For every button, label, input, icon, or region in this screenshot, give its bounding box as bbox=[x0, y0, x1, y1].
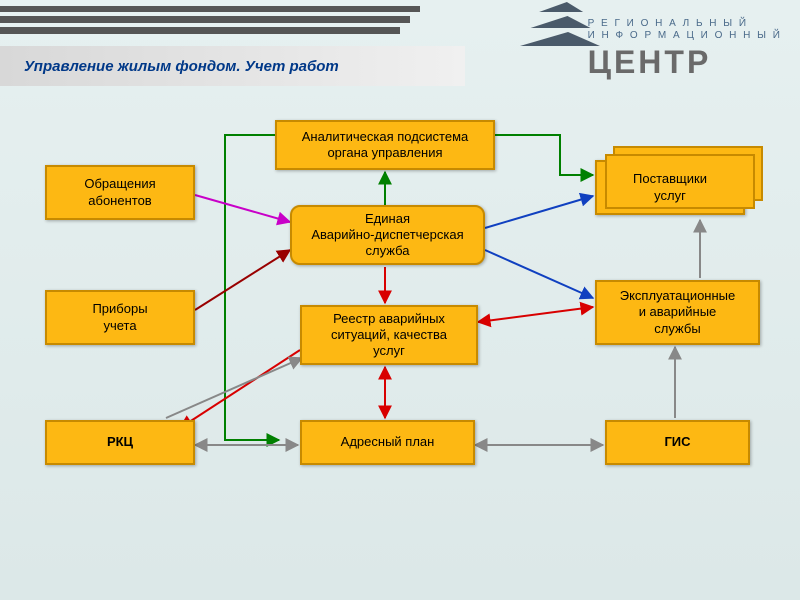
edge-meters-dispatch bbox=[195, 250, 290, 310]
node-providers: Поставщикиуслуг bbox=[595, 160, 745, 215]
edge-appeals-dispatch bbox=[195, 195, 290, 222]
edge-registry-ops bbox=[478, 307, 593, 322]
brand-tagline-1: Р Е Г И О Н А Л Ь Н Ы Й bbox=[588, 18, 782, 30]
node-dispatch: ЕдинаяАварийно-диспетчерскаяслужба bbox=[290, 205, 485, 265]
title-text: Управление жилым фондом. Учет работ bbox=[24, 58, 339, 75]
node-ops: Эксплуатационныеи аварийныеслужбы bbox=[595, 280, 760, 345]
header: Управление жилым фондом. Учет работ Р Е … bbox=[0, 0, 800, 110]
node-label: Аналитическая подсистемаоргана управлени… bbox=[302, 129, 469, 162]
brand-name: ЦЕНТР bbox=[588, 44, 782, 81]
header-stripes bbox=[0, 0, 420, 40]
edge-analytical-providers bbox=[495, 135, 593, 175]
node-registry: Реестр аварийныхситуаций, качествауслуг bbox=[300, 305, 478, 365]
node-label: Приборыучета bbox=[92, 301, 147, 334]
node-appeals: Обращенияабонентов bbox=[45, 165, 195, 220]
edge-dispatch-ops bbox=[485, 250, 593, 298]
node-label: Поставщикиуслуг bbox=[633, 171, 707, 204]
edge-analytical-appeals_side bbox=[225, 135, 279, 440]
node-meters: Приборыучета bbox=[45, 290, 195, 345]
logo: Р Е Г И О Н А Л Ь Н Ы Й И Н Ф О Р М А Ц … bbox=[460, 0, 800, 100]
node-label: ЕдинаяАварийно-диспетчерскаяслужба bbox=[311, 211, 463, 260]
node-label: Адресный план bbox=[341, 434, 435, 450]
node-label: РКЦ bbox=[107, 434, 133, 450]
node-analytical: Аналитическая подсистемаоргана управлени… bbox=[275, 120, 495, 170]
node-label: Обращенияабонентов bbox=[84, 176, 155, 209]
node-address: Адресный план bbox=[300, 420, 475, 465]
edge-rkc-registry bbox=[166, 358, 302, 418]
flowchart-canvas: Аналитическая подсистемаоргана управлени… bbox=[0, 100, 800, 600]
node-label: Эксплуатационныеи аварийныеслужбы bbox=[620, 288, 736, 337]
edge-registry-rkc bbox=[180, 350, 300, 428]
node-rkc: РКЦ bbox=[45, 420, 195, 465]
edge-dispatch-providers bbox=[485, 196, 593, 228]
node-label: Реестр аварийныхситуаций, качествауслуг bbox=[331, 311, 447, 360]
node-gis: ГИС bbox=[605, 420, 750, 465]
page-title: Управление жилым фондом. Учет работ bbox=[0, 46, 465, 86]
node-label: ГИС bbox=[664, 434, 690, 450]
brand-tagline-2: И Н Ф О Р М А Ц И О Н Н Ы Й bbox=[588, 30, 782, 42]
